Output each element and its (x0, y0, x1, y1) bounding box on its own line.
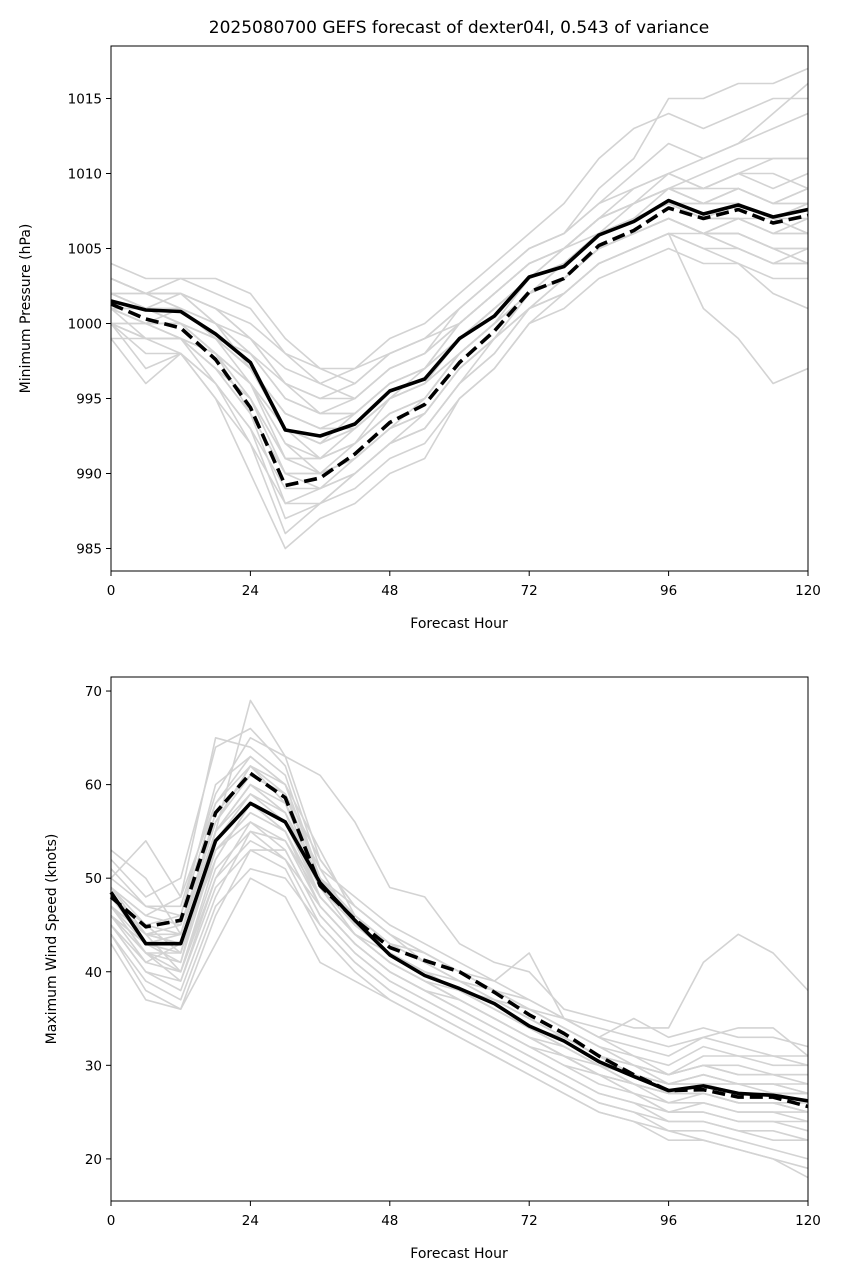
wind-plot-frame (110, 676, 809, 1202)
wind-x-tick-label: 96 (660, 1213, 677, 1229)
pressure-y-tick-label: 990 (76, 467, 102, 483)
wind-x-tick-label: 72 (521, 1213, 538, 1229)
pressure-dashed-line (110, 206, 809, 488)
wind-member-line (110, 755, 808, 1076)
wind-member-line (110, 839, 809, 1113)
pressure-member-line (110, 232, 809, 490)
pressure-x-tick-label: 72 (521, 583, 538, 599)
wind-y-tick-label: 30 (85, 1058, 102, 1074)
wind-dashed-line (109, 771, 809, 1109)
pressure-member-line (110, 247, 809, 505)
wind-x-tick-label: 48 (381, 1213, 398, 1229)
pressure-y-tick-label: 1010 (68, 167, 102, 183)
wind-member-line (110, 877, 809, 1170)
pressure-y-tick-label: 1015 (68, 92, 102, 108)
wind-x-ticks: 0 24 48 72 96 120 (107, 1201, 821, 1229)
wind-mean-lines (109, 771, 809, 1109)
wind-y-tick-label: 20 (85, 1152, 102, 1168)
wind-y-axis-label: Maximum Wind Speed (knots) (44, 834, 60, 1045)
wind-x-tick-label: 24 (242, 1213, 259, 1229)
pressure-x-tick-label: 48 (381, 583, 398, 599)
pressure-member-line (110, 112, 809, 400)
chart-title: 2025080700 GEFS forecast of dexter04l, 0… (209, 18, 709, 38)
wind-solid-line (109, 801, 809, 1103)
wind-member-line (110, 736, 809, 1029)
wind-x-axis-label: Forecast Hour (410, 1246, 508, 1262)
wind-member-line (110, 727, 808, 1076)
pressure-member-line (111, 97, 808, 370)
pressure-y-tick-label: 1000 (68, 317, 102, 333)
wind-y-tick-label: 50 (85, 871, 102, 887)
pressure-x-axis-label: Forecast Hour (410, 616, 508, 632)
pressure-plot-frame (110, 45, 809, 572)
pressure-y-tick-label: 1005 (68, 242, 102, 258)
pressure-x-tick-label: 24 (242, 583, 259, 599)
pressure-member-line (111, 217, 808, 445)
pressure-x-ticks: 0 24 48 72 96 120 (107, 571, 821, 599)
wind-x-tick-label: 120 (795, 1213, 821, 1229)
pressure-x-tick-label: 96 (660, 583, 677, 599)
wind-y-tick-label: 70 (85, 684, 102, 700)
wind-x-tick-label: 0 (107, 1213, 116, 1229)
pressure-x-tick-label: 120 (795, 583, 821, 599)
wind-y-tick-label: 40 (85, 965, 102, 981)
wind-y-ticks: 20 30 40 50 60 70 (85, 684, 111, 1168)
pressure-mean-lines (110, 198, 809, 488)
wind-member-line (110, 849, 808, 1123)
pressure-y-axis-label: Minimum Pressure (hPa) (18, 224, 34, 394)
pressure-x-tick-label: 0 (107, 583, 116, 599)
pressure-member-line (110, 157, 808, 430)
pressure-solid-line (110, 198, 809, 438)
pressure-panel: 0 24 48 72 96 120 985 990 995 1000 1005 1010 1015 F… (18, 45, 821, 632)
wind-member-line (110, 867, 809, 1141)
pressure-y-tick-label: 985 (76, 542, 102, 558)
pressure-y-tick-label: 995 (76, 392, 102, 408)
wind-y-tick-label: 60 (85, 778, 102, 794)
pressure-y-ticks: 985 990 995 1000 1005 1010 1015 (68, 92, 111, 558)
